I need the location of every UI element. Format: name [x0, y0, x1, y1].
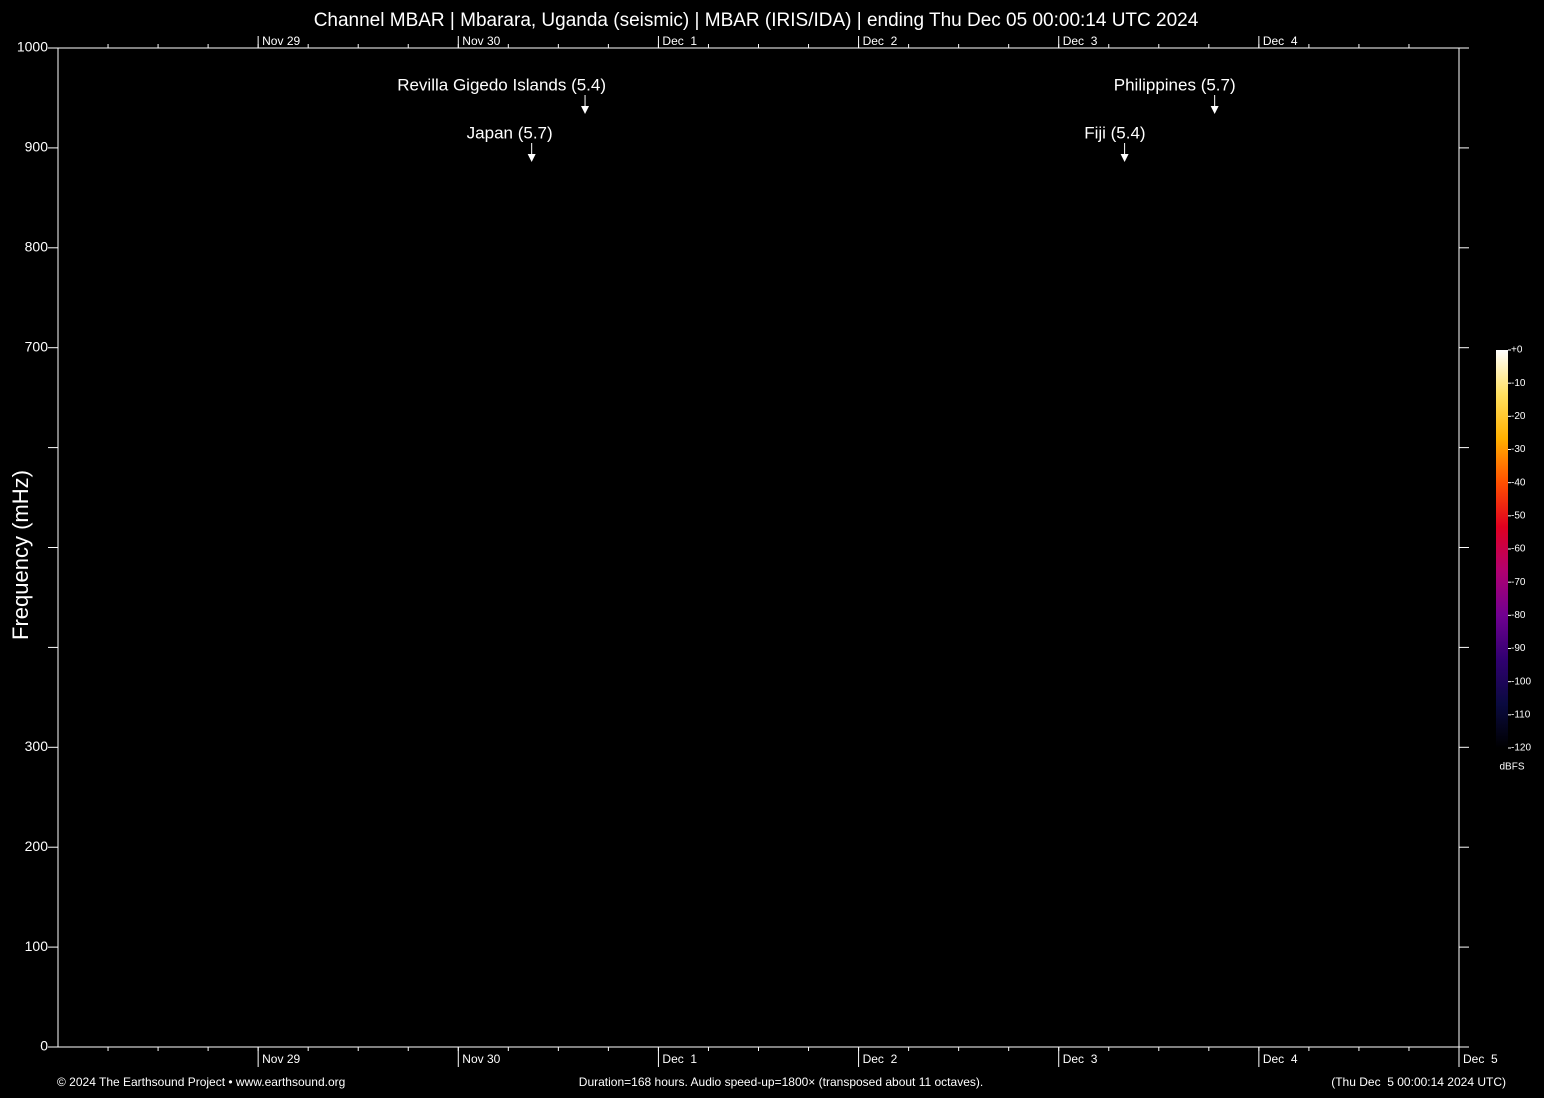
colorbar-tick-label: -110	[1511, 709, 1531, 720]
colorbar-tick-label: -50	[1511, 510, 1526, 521]
y-tick-label: 900	[25, 139, 49, 155]
footer-right: (Thu Dec 5 00:00:14 2024 UTC)	[1331, 1075, 1506, 1089]
y-tick-label: 300	[25, 738, 49, 754]
plot-area	[57, 47, 1460, 1048]
colorbar	[1496, 350, 1508, 748]
x-tick-label: Nov 29	[262, 1052, 300, 1066]
x-tick-label: Dec 5	[1463, 1052, 1498, 1066]
x-tick-label-top: Dec 3	[1063, 34, 1098, 48]
colorbar-tick-label: -120	[1511, 743, 1531, 754]
colorbar-tick-label: -30	[1511, 444, 1526, 455]
event-arrow-head	[1120, 154, 1129, 162]
colorbar-tick-label: -10	[1511, 378, 1526, 389]
y-axis-label: Frequency (mHz)	[8, 470, 33, 640]
x-tick-label-top: Dec 4	[1263, 34, 1298, 48]
x-tick-label: Nov 30	[462, 1052, 500, 1066]
colorbar-tick-label: +0	[1511, 345, 1523, 356]
x-tick-label: Dec 1	[662, 1052, 697, 1066]
y-tick-label: 700	[25, 338, 49, 354]
event-label: Revilla Gigedo Islands (5.4)	[397, 75, 606, 94]
x-tick-label: Dec 3	[1063, 1052, 1098, 1066]
event-label: Fiji (5.4)	[1084, 123, 1145, 142]
x-tick-label-top: Dec 1	[662, 34, 697, 48]
event-arrow-head	[581, 106, 590, 114]
y-tick-label: 0	[40, 1038, 48, 1054]
y-tick-label: 1000	[17, 39, 48, 55]
x-tick-label-top: Nov 29	[262, 34, 300, 48]
y-tick-label: 800	[25, 239, 49, 255]
colorbar-tick-label: -20	[1511, 411, 1526, 422]
x-tick-label-top: Dec 2	[863, 34, 898, 48]
colorbar-tick-label: -40	[1511, 477, 1526, 488]
event-arrow-head	[527, 154, 536, 162]
x-tick-label: Dec 4	[1263, 1052, 1298, 1066]
event-arrow-head	[1210, 106, 1219, 114]
colorbar-tick-label: -80	[1511, 610, 1526, 621]
colorbar-unit: dBFS	[1499, 762, 1524, 773]
colorbar-tick-label: -70	[1511, 577, 1526, 588]
x-tick-label-top: Nov 30	[462, 34, 500, 48]
footer-left: © 2024 The Earthsound Project • www.eart…	[57, 1075, 345, 1089]
chart-title: Channel MBAR | Mbarara, Uganda (seismic)…	[314, 10, 1199, 31]
colorbar-tick-label: -100	[1511, 676, 1531, 687]
event-label: Japan (5.7)	[467, 123, 553, 142]
colorbar-tick-label: -90	[1511, 643, 1526, 654]
colorbar-tick-label: -60	[1511, 544, 1526, 555]
x-tick-label: Dec 2	[863, 1052, 898, 1066]
y-tick-label: 200	[25, 838, 49, 854]
footer-center: Duration=168 hours. Audio speed-up=1800×…	[579, 1075, 983, 1089]
event-label: Philippines (5.7)	[1114, 75, 1236, 94]
y-tick-label: 100	[25, 938, 49, 954]
